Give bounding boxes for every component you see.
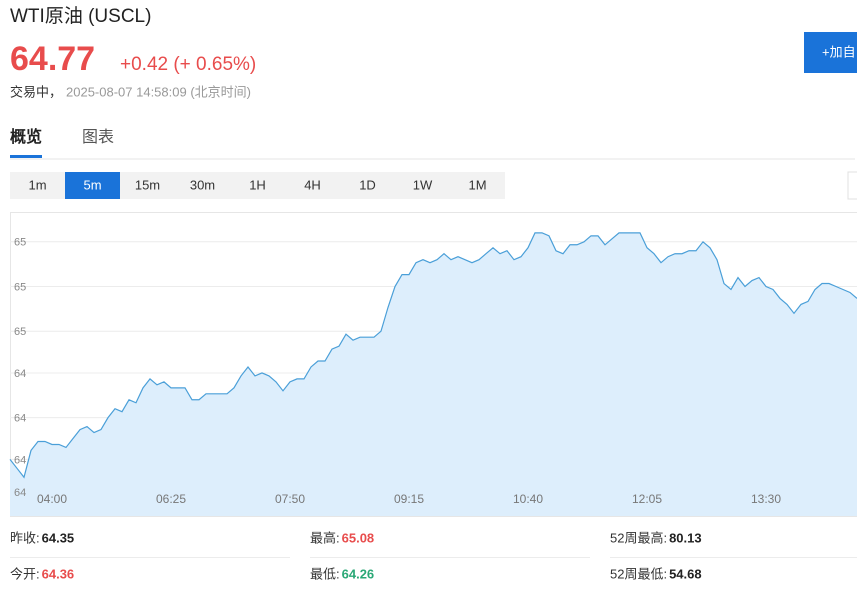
title: WTI原油 (USCL) [10, 5, 151, 27]
stat-value: 64.26 [342, 566, 375, 581]
x-tick-label: 07:50 [275, 492, 305, 506]
interval-active[interactable] [65, 172, 120, 199]
interval-option[interactable]: 1D [359, 177, 376, 192]
side-panel-edge [847, 171, 857, 200]
stat-value: 80.13 [669, 530, 702, 545]
y-tick-label: 64 [14, 454, 26, 466]
x-tick-label: 04:00 [37, 492, 67, 506]
stat-value: 64.36 [42, 566, 75, 581]
add-button-label[interactable]: +加自 [822, 44, 856, 59]
stat-label: 52周最低: [610, 566, 667, 581]
stat-value: 64.35 [42, 530, 75, 545]
tab[interactable]: 图表 [82, 128, 114, 146]
stat-value: 54.68 [669, 566, 702, 581]
x-tick-label: 10:40 [513, 492, 543, 506]
x-tick-label: 06:25 [156, 492, 186, 506]
timestamp: 2025-08-07 14:58:09 (北京时间) [66, 84, 251, 99]
interval-option[interactable]: 5m [83, 177, 101, 192]
price: 64.77 [10, 40, 95, 78]
interval-option[interactable]: 30m [190, 177, 215, 192]
change: +0.42 (+ 0.65%) [120, 54, 256, 75]
y-tick-label: 65 [14, 326, 26, 338]
status: 交易中， [10, 84, 62, 99]
price-line [9, 232, 857, 479]
interval-option[interactable]: 1H [249, 177, 266, 192]
stat-label: 52周最高: [610, 530, 667, 545]
y-tick-label: 64 [14, 487, 26, 499]
tab[interactable]: 概览 [10, 127, 42, 146]
add-button[interactable] [804, 32, 857, 73]
stat-label: 最低: [310, 566, 340, 581]
area [10, 232, 857, 517]
x-tick-label: 09:15 [394, 492, 424, 506]
stat-label: 昨收: [10, 530, 40, 545]
stat-label: 最高: [310, 530, 340, 545]
tab-underline [10, 155, 42, 158]
interval-option[interactable]: 4H [304, 177, 321, 192]
interval-option[interactable]: 1W [413, 177, 433, 192]
y-tick-label: 64 [14, 413, 26, 425]
y-tick-label: 65 [14, 237, 26, 249]
y-tick-label: 65 [14, 281, 26, 293]
interval-option[interactable]: 15m [135, 177, 160, 192]
chart-frame [10, 212, 857, 517]
interval-option[interactable]: 1m [28, 177, 46, 192]
interval-option[interactable]: 1M [468, 177, 486, 192]
stat-value: 65.08 [342, 530, 375, 545]
y-tick-label: 64 [14, 368, 26, 380]
x-tick-label: 13:30 [751, 492, 781, 506]
x-tick-label: 12:05 [632, 492, 662, 506]
stat-label: 今开: [10, 566, 40, 581]
